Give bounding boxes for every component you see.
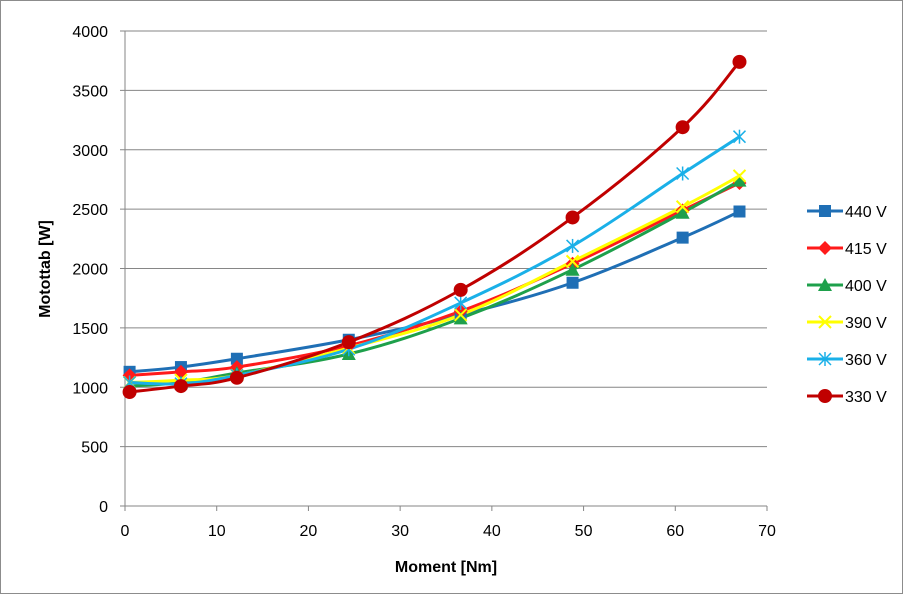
series-line-440-v xyxy=(129,210,741,374)
series-line-360-v xyxy=(129,135,741,386)
data-point-330-v xyxy=(675,120,690,135)
series-markers-440-v xyxy=(123,205,746,378)
data-point-415-v xyxy=(453,304,468,319)
grid-lines xyxy=(125,30,767,448)
legend-label: 415 V xyxy=(845,241,887,258)
legend-item-360-v: 360 V xyxy=(807,352,887,369)
x-tick-label: 60 xyxy=(666,523,684,540)
x-tick-label: 0 xyxy=(121,523,130,540)
data-point-390-v xyxy=(453,308,468,322)
legend-label: 360 V xyxy=(845,352,887,369)
legend-marker xyxy=(818,352,832,366)
y-tick-label: 4000 xyxy=(72,24,108,41)
data-point-360-v xyxy=(454,295,468,310)
data-point-440-v xyxy=(733,205,746,218)
data-point-400-v xyxy=(453,311,468,325)
legend-item-400-v: 400 V xyxy=(807,278,887,295)
data-point-330-v xyxy=(732,54,747,69)
y-tick-label: 2500 xyxy=(72,202,108,219)
legend-item-330-v: 330 V xyxy=(807,389,887,406)
data-point-400-v xyxy=(732,173,747,187)
x-tick-label: 40 xyxy=(483,523,501,540)
series-markers-390-v xyxy=(122,169,747,390)
y-tick-label: 0 xyxy=(99,499,108,516)
data-point-390-v xyxy=(675,200,690,214)
data-point-330-v xyxy=(173,379,188,394)
legend-marker xyxy=(818,389,832,403)
y-tick-label: 3000 xyxy=(72,143,108,160)
data-point-440-v xyxy=(566,276,579,289)
series-line-400-v xyxy=(129,179,741,388)
series-markers-330-v xyxy=(122,54,747,399)
y-tick-label: 1000 xyxy=(72,380,108,397)
legend-item-440-v: 440 V xyxy=(807,204,887,221)
data-point-360-v xyxy=(676,166,690,181)
data-point-390-v xyxy=(732,169,747,183)
x-axis-title: Moment [Nm] xyxy=(395,559,497,576)
data-point-330-v xyxy=(229,370,244,385)
y-tick-label: 3500 xyxy=(72,83,108,100)
legend-label: 390 V xyxy=(845,315,887,332)
x-tick-label: 20 xyxy=(300,523,318,540)
series-markers xyxy=(122,54,747,399)
series-markers-400-v xyxy=(122,173,747,393)
series-lines xyxy=(129,60,741,394)
x-tick-label: 50 xyxy=(575,523,593,540)
x-tick-label: 30 xyxy=(391,523,409,540)
legend-item-415-v: 415 V xyxy=(807,241,887,258)
data-point-330-v xyxy=(453,282,468,297)
legend-label: 330 V xyxy=(845,389,887,406)
legend-marker xyxy=(818,315,832,329)
legend-marker xyxy=(819,205,831,217)
data-point-330-v xyxy=(565,210,580,225)
data-point-360-v xyxy=(732,129,747,144)
data-point-330-v xyxy=(341,335,356,350)
y-axis-title: Motottab [W] xyxy=(37,220,54,318)
y-tick-label: 1500 xyxy=(72,321,108,338)
data-point-360-v xyxy=(566,238,580,253)
data-point-390-v xyxy=(565,254,580,269)
series-markers-360-v xyxy=(123,129,747,391)
legend-marker xyxy=(818,241,832,255)
series-line-390-v xyxy=(129,174,741,384)
data-point-400-v xyxy=(675,205,690,219)
axes xyxy=(120,30,768,511)
data-point-330-v xyxy=(122,385,137,399)
x-tick-label: 70 xyxy=(758,523,776,540)
data-point-440-v xyxy=(676,231,689,244)
y-tick-label: 2000 xyxy=(72,262,108,279)
series-markers-415-v xyxy=(122,176,747,383)
data-point-440-v xyxy=(230,352,243,365)
y-tick-label: 500 xyxy=(81,440,108,457)
legend-label: 400 V xyxy=(845,278,887,295)
data-point-400-v xyxy=(565,262,580,276)
legend-marker xyxy=(818,278,832,291)
x-tick-label: 10 xyxy=(208,523,226,540)
legend: 440 V 415 V 400 V 390 V 360 V 330 V xyxy=(807,204,887,406)
tick-labels: 0 500 1000 1500 2000 2500 3000 3500 4000 0 10 20 30 4… xyxy=(72,24,776,540)
series-line-415-v xyxy=(129,181,741,377)
legend-label: 440 V xyxy=(845,204,887,221)
series-line-330-v xyxy=(129,60,741,394)
legend-item-390-v: 390 V xyxy=(807,315,887,332)
